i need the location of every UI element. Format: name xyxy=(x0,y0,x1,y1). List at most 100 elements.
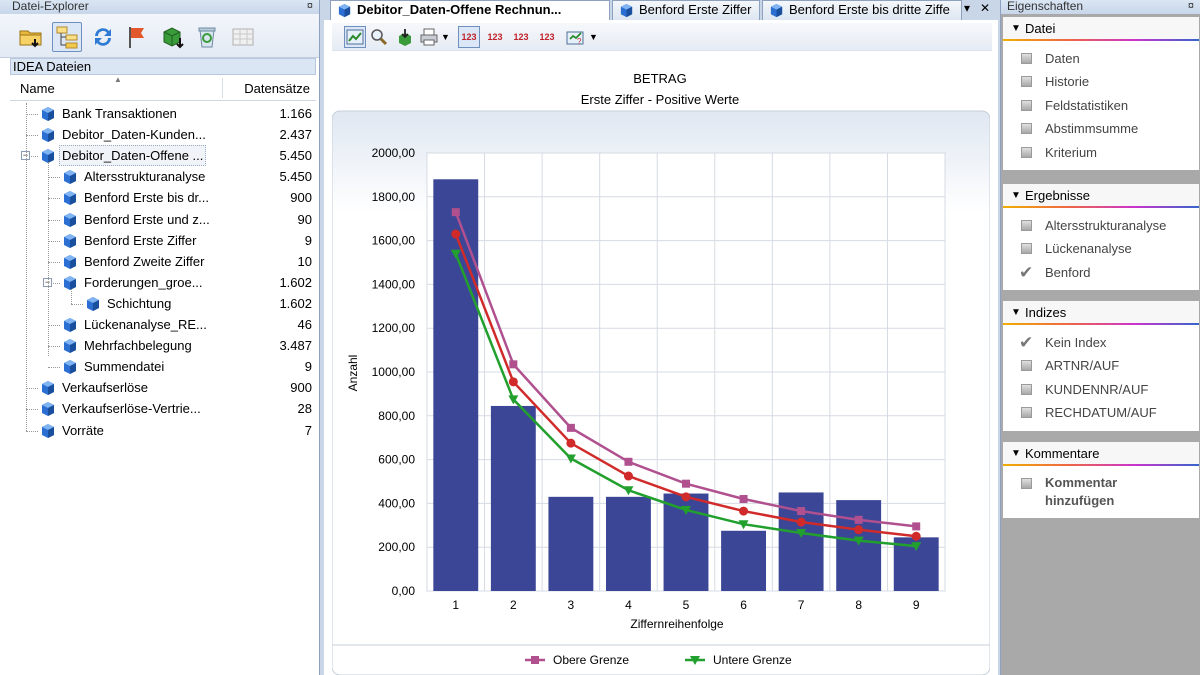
collapse-triangle-icon[interactable]: ▼ xyxy=(1011,448,1021,459)
digit-help-icon[interactable]: ? xyxy=(564,26,586,48)
tree-row-count: 1.602 xyxy=(279,295,312,311)
tree-guide xyxy=(71,288,72,304)
property-item[interactable]: KUNDENNR/AUF xyxy=(1003,378,1199,401)
bullet-icon xyxy=(1021,243,1032,255)
flag-icon[interactable] xyxy=(122,22,152,52)
digits-first-icon[interactable]: 123 xyxy=(458,26,480,48)
point-marker xyxy=(854,525,864,535)
property-item[interactable]: Historie xyxy=(1003,70,1199,93)
section-header[interactable]: ▼ Datei xyxy=(1003,17,1199,41)
tree-row[interactable]: Schichtung 1.602 xyxy=(10,293,316,314)
pin-icon[interactable]: ¤ xyxy=(1187,0,1194,12)
bar xyxy=(490,405,536,591)
tree-row[interactable]: Summendatei 9 xyxy=(10,356,316,377)
database-cube-icon xyxy=(64,360,76,375)
column-name-header[interactable]: Name xyxy=(20,81,55,96)
digits-second-icon[interactable]: 123 xyxy=(539,32,555,42)
tree-row[interactable]: Benford Zweite Ziffer 10 xyxy=(10,251,316,272)
collapse-triangle-icon[interactable]: ▼ xyxy=(1011,307,1021,318)
y-tick-label: 1400,00 xyxy=(372,277,416,291)
tree-row[interactable]: Verkaufserlöse 900 xyxy=(10,377,316,398)
chart-toolbar: ▼ 123 123 123 123 ? ▼ xyxy=(332,23,992,51)
tab-benford-erste-ziffer[interactable]: Benford Erste Ziffer xyxy=(612,0,760,20)
tree-row[interactable]: Bank Transaktionen 1.166 xyxy=(10,103,316,124)
chart-icon[interactable] xyxy=(344,26,366,48)
database-cube-icon xyxy=(42,423,54,438)
property-item[interactable]: Kommentar hinzufügen xyxy=(1003,472,1123,512)
tree-collapse-toggle[interactable]: − xyxy=(43,276,52,287)
point-marker xyxy=(623,486,634,496)
recycle-bin-icon[interactable] xyxy=(192,22,222,52)
column-separator[interactable] xyxy=(222,78,223,98)
tree-row[interactable]: Benford Erste bis dr... 900 xyxy=(10,187,316,208)
section-header[interactable]: ▼ Indizes xyxy=(1003,301,1199,325)
tree-connector xyxy=(48,261,60,263)
digits-first-three-icon[interactable]: 123 xyxy=(513,32,529,42)
grid-icon[interactable] xyxy=(228,22,258,52)
tree-row[interactable]: Verkaufserlöse-Vertrie... 28 xyxy=(10,398,316,419)
x-tick-label: 7 xyxy=(798,598,805,612)
tree-row[interactable]: Forderungen_groe... 1.602 xyxy=(10,272,316,293)
idea-files-header: IDEA Dateien xyxy=(10,58,316,75)
export-icon[interactable] xyxy=(394,26,416,48)
collapse-triangle-icon[interactable]: ▼ xyxy=(1011,23,1021,34)
tree-connector xyxy=(48,219,60,221)
tree-row-count: 9 xyxy=(304,232,312,248)
sort-ascending-icon: ▲ xyxy=(114,75,122,84)
database-cube-icon xyxy=(42,402,54,417)
tab-label: Debitor_Daten-Offene Rechnun... xyxy=(357,2,562,17)
tree-row[interactable]: Vorräte 7 xyxy=(10,420,316,441)
database-cube-icon xyxy=(64,170,76,185)
tab-benford-erste-bis-dritte[interactable]: Benford Erste bis dritte Ziffe xyxy=(762,0,962,20)
y-tick-label: 200,00 xyxy=(378,540,415,554)
chart-subtitle: Erste Ziffer - Positive Werte xyxy=(581,92,739,107)
tree-row-label: Benford Zweite Ziffer xyxy=(84,253,205,269)
tree-row[interactable]: Altersstrukturanalyse 5.450 xyxy=(10,166,316,187)
bullet-icon xyxy=(1021,146,1032,158)
tree-view-icon[interactable] xyxy=(52,22,82,52)
property-item[interactable]: Feldstatistiken xyxy=(1003,94,1199,117)
tree-collapse-toggle[interactable]: − xyxy=(21,150,30,161)
tree-row[interactable]: Benford Erste und z... 90 xyxy=(10,209,316,230)
tree-row[interactable]: Debitor_Daten-Kunden... 2.437 xyxy=(10,124,316,145)
digit-options-dropdown-icon[interactable]: ▼ xyxy=(589,32,598,42)
collapse-triangle-icon[interactable]: ▼ xyxy=(1011,190,1021,201)
column-count-header[interactable]: Datensätze xyxy=(244,81,310,96)
property-item[interactable]: Lückenanalyse xyxy=(1003,237,1199,260)
print-icon[interactable] xyxy=(418,26,440,48)
property-item[interactable]: ARTNR/AUF xyxy=(1003,354,1199,377)
zoom-icon[interactable] xyxy=(368,26,390,48)
property-item[interactable]: ✔ Benford xyxy=(1003,261,1199,284)
section-header[interactable]: ▼ Ergebnisse xyxy=(1003,184,1199,208)
close-tab-icon[interactable]: ✕ xyxy=(980,1,991,15)
tree-row-count: 28 xyxy=(297,401,312,417)
refresh-icon[interactable] xyxy=(88,22,118,52)
property-item[interactable]: Daten xyxy=(1003,47,1199,70)
open-folder-icon[interactable] xyxy=(16,22,46,52)
tree-row[interactable]: Debitor_Daten-Offene ... 5.450 xyxy=(10,145,316,167)
tab-list-dropdown-icon[interactable]: ▾ xyxy=(964,1,971,15)
property-item[interactable]: Kriterium xyxy=(1003,141,1199,164)
bar xyxy=(548,496,594,591)
tab-debitor-daten[interactable]: Debitor_Daten-Offene Rechnun... xyxy=(330,0,610,20)
digits-first-second-icon[interactable]: 123 xyxy=(487,32,503,42)
tree-row-label: Forderungen_groe... xyxy=(84,274,203,290)
x-axis-label: Ziffernreihenfolge xyxy=(630,617,723,631)
print-options-dropdown-icon[interactable]: ▼ xyxy=(441,32,450,42)
tree-row-label: Schichtung xyxy=(107,295,172,311)
tree-row[interactable]: Mehrfachbelegung 3.487 xyxy=(10,335,316,356)
tree-row-label: Altersstrukturanalyse xyxy=(84,169,206,185)
point-marker xyxy=(854,515,863,524)
property-item[interactable]: ✔ Kein Index xyxy=(1003,331,1199,354)
file-explorer-toolbar xyxy=(0,14,319,58)
property-item[interactable]: RECHDATUM/AUF xyxy=(1003,401,1199,424)
point-marker xyxy=(682,479,690,488)
export-icon[interactable] xyxy=(158,22,188,52)
property-item[interactable]: Abstimmsumme xyxy=(1003,117,1199,140)
pin-icon[interactable]: ¤ xyxy=(306,0,313,12)
section-header[interactable]: ▼ Kommentare xyxy=(1003,442,1199,466)
svg-text:?: ? xyxy=(577,37,582,46)
tree-row[interactable]: Benford Erste Ziffer 9 xyxy=(10,230,316,251)
tree-row[interactable]: Lückenanalyse_RE... 46 xyxy=(10,314,316,335)
property-item[interactable]: Altersstrukturanalyse xyxy=(1003,214,1199,237)
